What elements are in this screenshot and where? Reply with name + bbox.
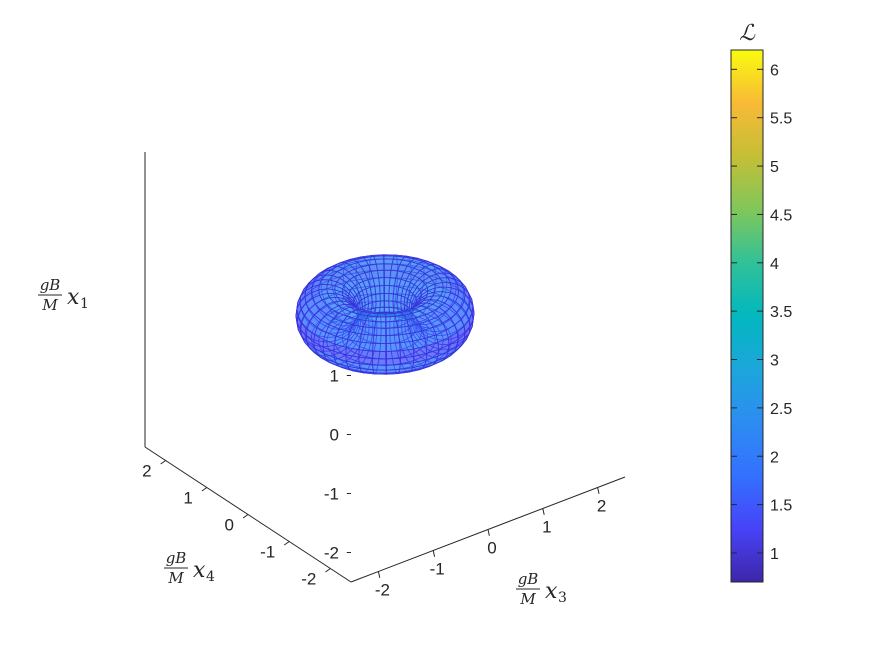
colorbar-tick-label: 5: [770, 159, 779, 176]
x3-label-var: x: [545, 579, 558, 604]
torus-mesh-face: [384, 300, 390, 308]
torus-mesh-face: [375, 300, 381, 309]
x4-tick-mark: [284, 541, 290, 546]
colorbar-tick-label: 3.5: [770, 304, 792, 321]
colorbar-tick-label: 3: [770, 353, 779, 370]
x1-tick-label: 0: [330, 426, 339, 445]
torus-mesh-face: [383, 258, 394, 265]
torus-mesh-face: [385, 350, 401, 360]
x3-axis-label: gB M x 3: [516, 570, 567, 608]
x1-label-num: gB: [40, 276, 61, 294]
x3-tick-label: 0: [487, 539, 496, 558]
x4-tick-mark: [160, 460, 166, 465]
torus-mesh-face: [372, 358, 387, 366]
torus-mesh-face: [385, 334, 401, 345]
colorbar-tick-label: 6: [770, 62, 779, 79]
torus-mesh-face: [373, 327, 387, 337]
x3-label-sub: 3: [558, 590, 567, 606]
torus-mesh-face: [375, 263, 385, 271]
x3-tick-label: 2: [597, 497, 606, 516]
torus-mesh-face: [378, 277, 385, 287]
torus-surface: [295, 254, 475, 375]
torus-mesh-face: [372, 364, 387, 371]
torus-mesh-face: [385, 357, 401, 366]
torus-mesh-face: [385, 327, 400, 337]
x4-label-sub: 4: [206, 569, 215, 585]
colorbar: ℒ 1 1.5 2 2.5 3 3.5 4 4.5 5 5.5 6: [730, 21, 792, 583]
x3-ticks: -2 -1 0 1 2: [375, 487, 606, 600]
x1-tick-label: -1: [324, 485, 339, 504]
torus-mesh-face: [375, 316, 387, 323]
x3-tick-label: -2: [375, 581, 390, 600]
torus-mesh-face: [379, 292, 386, 302]
torus-mesh-face: [379, 300, 386, 308]
x1-tick-label: -2: [324, 544, 339, 563]
torus-mesh-face: [455, 295, 465, 308]
x3-tick-mark: [377, 571, 381, 578]
x4-ticks: -2 -1 0 1 2: [142, 460, 331, 589]
x3-label-den: M: [519, 590, 536, 608]
torus-mesh-face: [379, 285, 385, 295]
x4-tick-label: -2: [301, 570, 316, 589]
torus-mesh-face: [372, 342, 387, 352]
x1-tick-label: 1: [330, 367, 339, 386]
torus-mesh-face: [385, 342, 401, 352]
colorbar-tick-label: 1.5: [770, 498, 792, 515]
colorbar-gradient: [730, 49, 764, 583]
colorbar-tick-label: 4: [770, 256, 779, 273]
x4-label-den: M: [167, 569, 184, 587]
torus-mesh-face: [385, 320, 399, 329]
colorbar-tick-label: 5.5: [770, 111, 792, 128]
x3-tick-label: 1: [542, 518, 551, 537]
x4-tick-mark: [242, 514, 249, 519]
x4-tick-mark: [201, 487, 208, 492]
x3-tick-mark: [432, 550, 436, 557]
x4-tick-label: 1: [183, 489, 192, 508]
x3-label-num: gB: [518, 570, 539, 588]
torus-mesh-face: [367, 312, 379, 318]
torus-mesh-face: [377, 269, 385, 279]
torus-mesh-face: [326, 288, 336, 295]
x1-label-sub: 1: [80, 296, 89, 312]
colorbar-ticks: 1 1.5 2 2.5 3 3.5 4 4.5 5 5.5 6: [731, 62, 792, 563]
torus-mesh-face: [375, 293, 381, 303]
x3-tick-mark: [542, 508, 545, 515]
x1-axis-label: gB M x 1: [38, 276, 89, 314]
torus-mesh-face: [379, 306, 385, 313]
x3-tick-mark: [487, 529, 490, 536]
x4-axis-label: gB M x 4: [164, 549, 215, 587]
x4-tick-mark: [325, 568, 331, 573]
torus-mesh-face: [372, 350, 387, 360]
x4-tick-label: 2: [142, 462, 151, 481]
colorbar-tick-label: 2: [770, 449, 779, 466]
colorbar-tick-label: 4.5: [770, 207, 792, 224]
torus-mesh-face: [372, 334, 387, 345]
torus-mesh-face: [374, 321, 387, 329]
x4-label-var: x: [193, 558, 206, 583]
colorbar-label: ℒ: [739, 21, 756, 46]
torus-mesh-face: [384, 292, 390, 302]
torus-mesh-face: [374, 258, 385, 265]
x4-tick-label: -1: [260, 543, 275, 562]
colorbar-tick-label: 2.5: [770, 401, 792, 418]
x4-tick-label: 0: [225, 516, 234, 535]
x3-tick-label: -1: [430, 560, 445, 579]
x4-label-num: gB: [166, 549, 187, 567]
x3-tick-mark: [597, 487, 600, 494]
colorbar-tick-label: 1: [770, 546, 779, 563]
x1-label-den: M: [41, 296, 58, 314]
torus-mesh-face: [371, 293, 377, 303]
x1-label-var: x: [67, 285, 80, 310]
